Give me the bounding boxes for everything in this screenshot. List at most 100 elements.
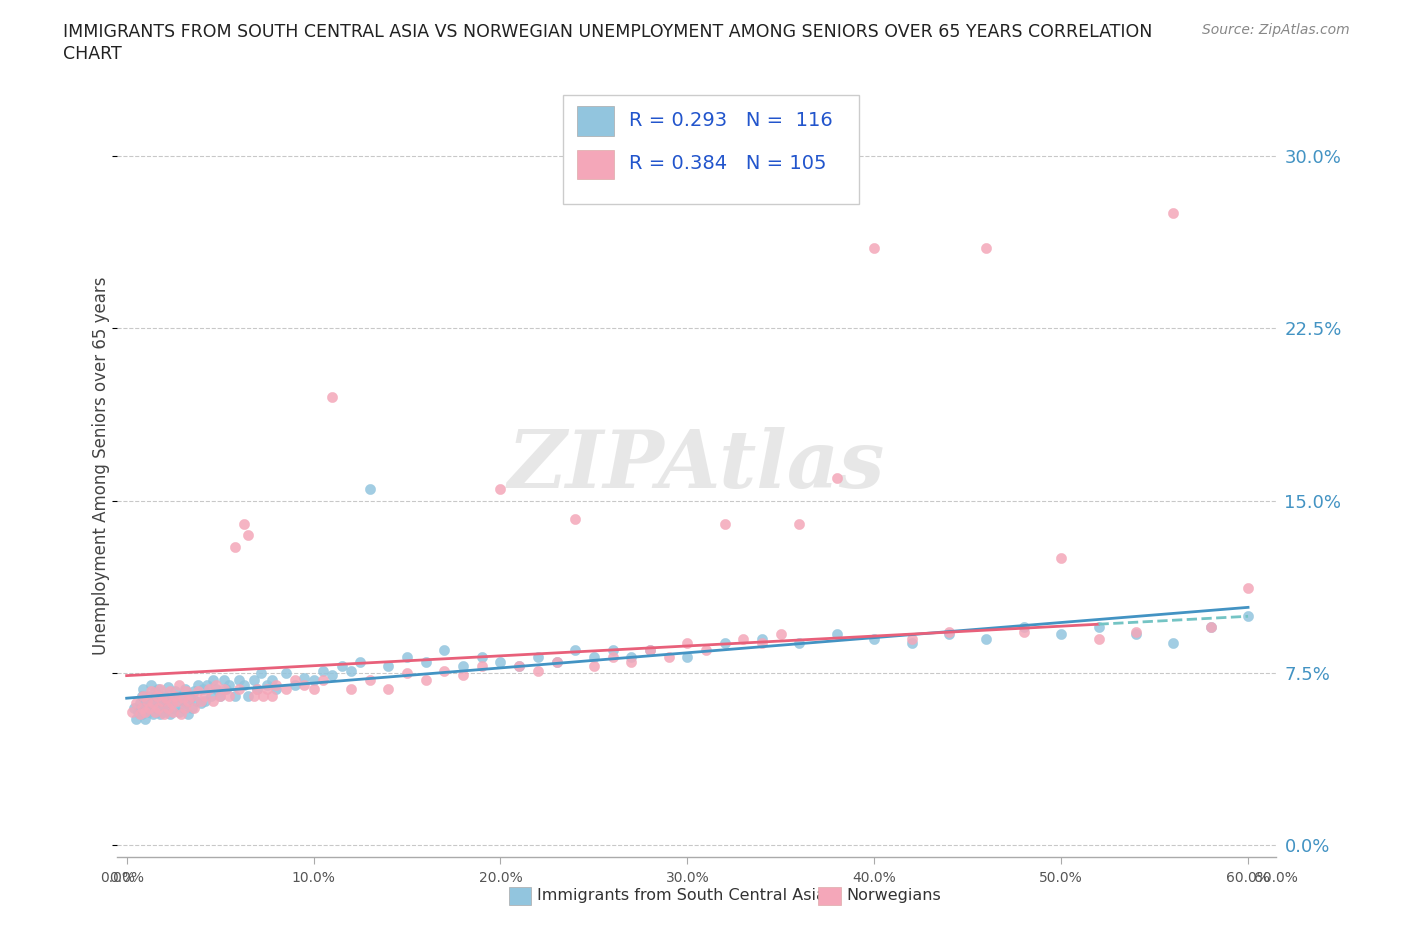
- Point: [1161, 636, 1184, 651]
- Point: [155, 696, 177, 711]
- Point: [527, 649, 550, 664]
- Point: [209, 688, 232, 703]
- Text: 0.0%: 0.0%: [100, 870, 135, 884]
- Point: [1125, 624, 1147, 639]
- Text: 40.0%: 40.0%: [852, 870, 896, 884]
- Point: [284, 677, 307, 692]
- Text: Norwegians: Norwegians: [846, 888, 941, 903]
- Point: [900, 631, 922, 646]
- Text: 10.0%: 10.0%: [291, 870, 336, 884]
- Point: [156, 680, 179, 695]
- Text: R = 0.384   N = 105: R = 0.384 N = 105: [630, 154, 827, 173]
- Point: [201, 672, 224, 687]
- Point: [1125, 627, 1147, 642]
- Point: [187, 677, 209, 692]
- Point: [602, 649, 624, 664]
- Point: [205, 677, 228, 692]
- Point: [165, 688, 187, 703]
- Point: [125, 696, 148, 711]
- Point: [471, 658, 494, 673]
- Point: [242, 672, 264, 687]
- Point: [489, 654, 512, 669]
- Point: [1199, 619, 1222, 634]
- Text: 50.0%: 50.0%: [1039, 870, 1083, 884]
- Point: [292, 677, 315, 692]
- Point: [274, 666, 297, 681]
- Point: [145, 688, 167, 703]
- Point: [938, 624, 960, 639]
- Point: [1386, 613, 1406, 628]
- Point: [733, 631, 755, 646]
- Point: [471, 649, 494, 664]
- Point: [218, 677, 240, 692]
- Point: [1237, 608, 1260, 623]
- Point: [162, 705, 184, 720]
- Point: [142, 696, 165, 711]
- Point: [274, 682, 297, 697]
- Point: [181, 700, 204, 715]
- Point: [128, 707, 150, 722]
- Point: [433, 663, 456, 678]
- Point: [321, 390, 343, 405]
- Point: [582, 658, 605, 673]
- FancyBboxPatch shape: [564, 95, 859, 205]
- Point: [145, 705, 167, 720]
- Point: [153, 688, 176, 703]
- Point: [751, 636, 773, 651]
- Point: [546, 654, 568, 669]
- Point: [139, 684, 162, 698]
- Point: [262, 688, 284, 703]
- Point: [1161, 206, 1184, 220]
- Point: [212, 682, 235, 697]
- Point: [212, 672, 235, 687]
- Point: [167, 677, 190, 692]
- Point: [340, 663, 363, 678]
- Point: [1087, 631, 1109, 646]
- Point: [138, 688, 160, 703]
- Point: [312, 663, 335, 678]
- Text: 30.0%: 30.0%: [665, 870, 709, 884]
- Point: [132, 700, 155, 715]
- Point: [132, 688, 155, 703]
- Point: [863, 631, 886, 646]
- Point: [131, 700, 153, 715]
- Point: [139, 696, 162, 711]
- Point: [284, 672, 307, 687]
- Point: [582, 649, 605, 664]
- Y-axis label: Unemployment Among Seniors over 65 years: Unemployment Among Seniors over 65 years: [93, 277, 110, 656]
- Point: [236, 527, 259, 542]
- Point: [159, 707, 181, 722]
- Point: [1087, 619, 1109, 634]
- Point: [233, 677, 256, 692]
- Point: [176, 684, 198, 698]
- Point: [377, 658, 399, 673]
- Point: [620, 649, 643, 664]
- Point: [183, 700, 205, 715]
- Point: [136, 693, 159, 708]
- Point: [340, 682, 363, 697]
- Point: [312, 672, 335, 687]
- Text: 60.0%: 60.0%: [1254, 870, 1298, 884]
- Point: [233, 516, 256, 531]
- Point: [250, 666, 273, 681]
- Point: [176, 696, 198, 711]
- Point: [321, 668, 343, 683]
- Point: [676, 636, 699, 651]
- Point: [172, 700, 194, 715]
- Point: [209, 688, 232, 703]
- Point: [330, 658, 353, 673]
- Point: [136, 700, 159, 715]
- Point: [1274, 797, 1296, 812]
- Point: [162, 700, 184, 715]
- Point: [193, 682, 215, 697]
- Point: [153, 705, 176, 720]
- Point: [159, 684, 181, 698]
- Point: [131, 707, 153, 722]
- Point: [149, 691, 172, 706]
- Point: [638, 643, 661, 658]
- Point: [1199, 619, 1222, 634]
- Point: [167, 705, 190, 720]
- Point: [148, 696, 170, 711]
- Point: [145, 688, 167, 703]
- Point: [451, 658, 474, 673]
